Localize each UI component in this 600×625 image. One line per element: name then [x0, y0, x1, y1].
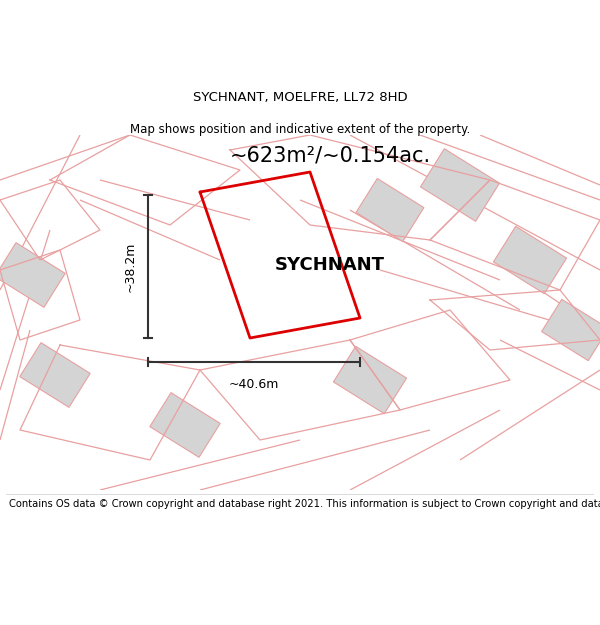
Polygon shape: [0, 242, 65, 308]
Polygon shape: [334, 346, 407, 414]
Polygon shape: [20, 342, 90, 408]
Polygon shape: [542, 299, 600, 361]
Text: ~38.2m: ~38.2m: [124, 241, 137, 292]
Text: ~623m²/~0.154ac.: ~623m²/~0.154ac.: [230, 145, 431, 165]
Text: SYCHNANT: SYCHNANT: [275, 256, 385, 274]
Text: SYCHNANT, MOELFRE, LL72 8HD: SYCHNANT, MOELFRE, LL72 8HD: [193, 91, 407, 104]
Polygon shape: [493, 226, 566, 294]
Text: ~40.6m: ~40.6m: [229, 378, 279, 391]
Polygon shape: [356, 179, 424, 241]
Text: Contains OS data © Crown copyright and database right 2021. This information is : Contains OS data © Crown copyright and d…: [9, 499, 600, 509]
Text: Map shows position and indicative extent of the property.: Map shows position and indicative extent…: [130, 123, 470, 136]
Polygon shape: [150, 392, 220, 458]
Polygon shape: [421, 149, 499, 221]
